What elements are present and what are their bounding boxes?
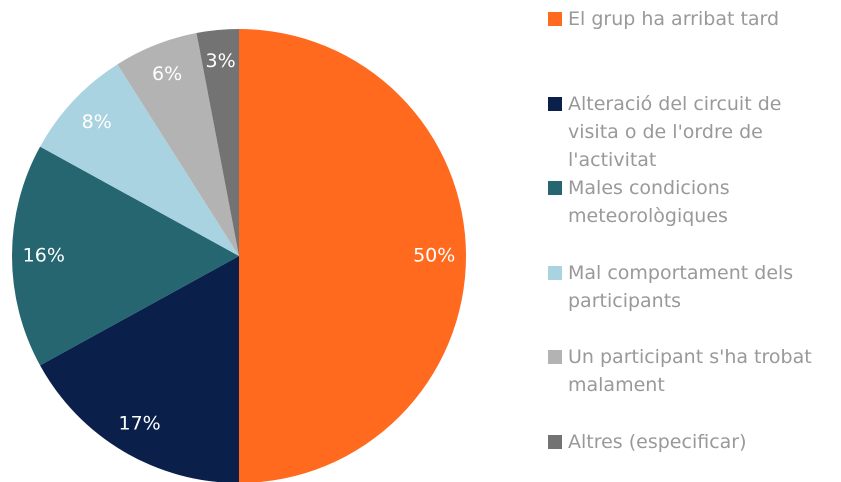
legend-swatch (548, 265, 562, 280)
legend-label: Males condicions meteorològiques (568, 177, 730, 227)
pie-slice (40, 256, 239, 482)
legend-label: Un participant s'ha trobat malament (568, 346, 812, 396)
data-label: 6% (152, 63, 182, 85)
legend-item: El grup ha arribat tard (548, 5, 838, 33)
data-label: 8% (82, 111, 112, 133)
legend-item: Un participant s'ha trobat malament (548, 343, 838, 399)
data-label: 17% (119, 413, 161, 435)
pie-slice (239, 29, 466, 482)
pie-slice (196, 29, 239, 256)
pie-slice (11, 146, 239, 366)
legend-item: Males condicions meteorològiques (548, 174, 838, 230)
legend-item: Altres (especificar) (548, 428, 838, 456)
legend-swatch (548, 181, 562, 195)
legend-label: Altres (especificar) (568, 430, 747, 453)
data-label: 50% (413, 245, 455, 267)
legend-label: Alteració del circuit de visita o de l'o… (568, 92, 782, 171)
data-label: 3% (206, 50, 236, 72)
legend-swatch (548, 96, 562, 111)
pie-slice (40, 64, 239, 257)
legend-swatch (548, 12, 562, 26)
legend-label: El grup ha arribat tard (568, 8, 780, 30)
chart: 50% 17% 16% 8% 6% 3% (11, 29, 466, 482)
legend-swatch (548, 350, 562, 364)
legend-item: Mal comportament dels participants (548, 259, 838, 315)
legend-item: Alteració del circuit de visita o de l'o… (548, 90, 838, 174)
legend-label: Mal comportament dels participants (568, 261, 794, 312)
legend-swatch (548, 434, 562, 449)
pie-slice (117, 33, 239, 256)
data-label: 16% (23, 245, 65, 267)
